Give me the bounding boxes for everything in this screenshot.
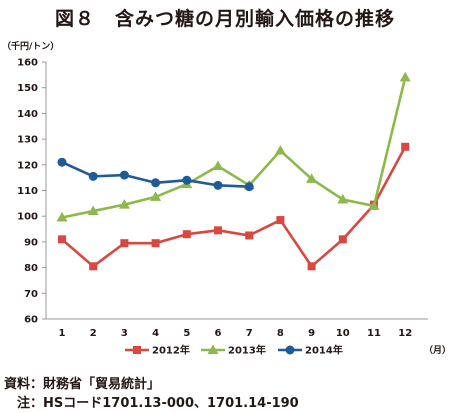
data-point xyxy=(88,171,98,181)
legend-label: 2012年 xyxy=(152,344,190,357)
data-point xyxy=(337,193,349,204)
data-point xyxy=(58,235,66,244)
x-tick-label: 3 xyxy=(121,328,128,339)
footnote: 注：HSコード1701.13-000、1701.14-190 xyxy=(4,396,299,411)
y-tick-label: 90 xyxy=(24,237,38,248)
legend-marker xyxy=(133,346,141,354)
data-point xyxy=(368,200,380,210)
data-point xyxy=(57,157,67,167)
data-point xyxy=(89,262,98,271)
x-tick-label: 6 xyxy=(215,328,222,339)
legend-marker xyxy=(285,345,295,355)
x-tick-label: 4 xyxy=(152,328,159,339)
legend-item: 2013年 xyxy=(201,344,266,357)
legend-label: 2014年 xyxy=(305,344,343,357)
data-point xyxy=(150,191,162,201)
data-point xyxy=(151,178,161,188)
data-point xyxy=(245,231,254,240)
data-point xyxy=(120,239,129,248)
y-tick-label: 140 xyxy=(17,109,38,120)
y-tick-label: 120 xyxy=(17,160,38,171)
x-tick-label: 8 xyxy=(277,328,284,339)
legend-item: 2012年 xyxy=(125,344,190,357)
y-tick-label: 110 xyxy=(17,186,38,197)
x-tick-label: 10 xyxy=(336,328,350,339)
y-axis-ticks: 60 70 80 90 100 110 120 130 140 150 160 xyxy=(17,58,46,326)
series-2013年 xyxy=(56,71,411,222)
y-tick-label: 130 xyxy=(17,135,38,146)
data-point xyxy=(214,226,222,235)
data-point xyxy=(212,160,224,171)
y-tick-label: 60 xyxy=(24,315,38,326)
legend-label: 2013年 xyxy=(228,344,266,357)
y-tick-label: 150 xyxy=(17,83,38,94)
series-2014年 xyxy=(57,157,254,192)
y-tick-label: 160 xyxy=(17,58,38,69)
data-point xyxy=(151,239,160,248)
data-point xyxy=(119,170,129,180)
x-tick-label: 12 xyxy=(398,328,412,339)
data-point xyxy=(213,180,223,190)
data-point xyxy=(307,262,316,271)
data-point xyxy=(399,71,411,82)
series-line xyxy=(61,146,407,268)
y-axis-unit-label: （千円/トン） xyxy=(2,40,59,52)
data-point xyxy=(182,230,191,239)
data-point xyxy=(87,205,99,216)
x-tick-label: 2 xyxy=(90,328,97,339)
data-point xyxy=(182,175,192,185)
x-axis-unit-label: （月） xyxy=(424,345,450,356)
data-point xyxy=(56,211,68,222)
legend-marker xyxy=(207,344,219,354)
data-series xyxy=(56,71,411,271)
x-tick-label: 11 xyxy=(367,328,381,339)
y-tick-label: 70 xyxy=(24,289,38,300)
chart-legend: 2012年 2013年 2014年 xyxy=(125,344,343,357)
data-point xyxy=(338,235,347,244)
data-point xyxy=(401,142,410,151)
data-point xyxy=(118,199,130,209)
chart-title: 図８ 含みつ糖の月別輸入価格の推移 xyxy=(54,8,395,30)
x-axis-ticks: 1 2 3 4 5 6 7 8 9 10 11 12 xyxy=(59,328,413,339)
data-point xyxy=(306,173,318,183)
x-tick-label: 9 xyxy=(308,328,315,339)
legend-item: 2014年 xyxy=(278,344,343,357)
data-point xyxy=(274,145,286,155)
y-tick-label: 80 xyxy=(24,263,38,274)
data-point xyxy=(276,216,285,225)
data-point xyxy=(244,182,254,192)
y-tick-label: 100 xyxy=(17,212,38,223)
source-note: 資料：財務省「貿易統計」 xyxy=(4,377,161,392)
x-tick-label: 1 xyxy=(59,328,66,339)
x-tick-label: 5 xyxy=(183,328,190,339)
x-tick-label: 7 xyxy=(246,328,253,339)
series-line xyxy=(61,77,407,219)
